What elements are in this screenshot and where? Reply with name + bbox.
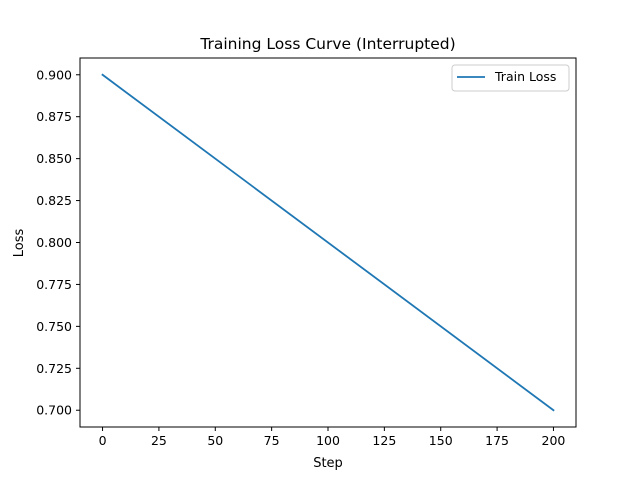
x-tick-label: 100 — [316, 433, 340, 448]
x-tick-label: 0 — [99, 433, 107, 448]
y-tick-label: 0.850 — [36, 151, 72, 166]
y-tick-label: 0.825 — [36, 193, 72, 208]
y-tick-label: 0.875 — [36, 109, 72, 124]
x-tick-label: 25 — [151, 433, 167, 448]
x-axis-label: Step — [313, 456, 343, 471]
legend: Train Loss — [452, 65, 569, 91]
series-layer — [103, 75, 554, 410]
y-axis-ticks: 0.700 0.725 0.750 0.775 0.800 0.825 0.850 0.875… — [36, 67, 80, 417]
y-tick-label: 0.750 — [36, 319, 72, 334]
chart-title: Training Loss Curve (Interrupted) — [199, 35, 455, 53]
x-tick-label: 150 — [429, 433, 453, 448]
y-tick-label: 0.900 — [36, 67, 72, 82]
y-axis-label: Loss — [12, 229, 27, 258]
x-tick-label: 50 — [207, 433, 223, 448]
x-tick-label: 125 — [372, 433, 396, 448]
x-axis-ticks: 0 25 50 75 100 125 150 175 200 — [99, 427, 566, 448]
x-tick-label: 75 — [264, 433, 280, 448]
x-tick-label: 175 — [485, 433, 509, 448]
y-tick-label: 0.700 — [36, 403, 72, 418]
y-tick-label: 0.800 — [36, 235, 72, 250]
y-tick-label: 0.775 — [36, 277, 72, 292]
y-tick-label: 0.725 — [36, 361, 72, 376]
x-tick-label: 200 — [542, 433, 566, 448]
legend-label-train-loss: Train Loss — [494, 69, 556, 84]
series-line-train-loss — [103, 75, 554, 410]
